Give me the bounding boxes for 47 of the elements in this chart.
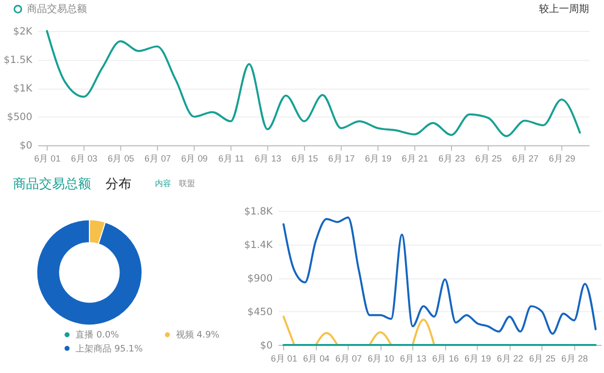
text: 联盟 <box>178 178 195 188</box>
x-tick-label: 6月 19 <box>365 154 392 164</box>
donut-slice <box>36 219 143 326</box>
legend-label: 直播 0.0% <box>76 330 120 341</box>
y-tick-label: $0 <box>260 340 273 352</box>
x-tick-label: 6月 17 <box>328 154 355 164</box>
text: 内容 <box>154 178 171 188</box>
line-series <box>282 216 597 335</box>
y-tick-label: $2K <box>13 26 33 38</box>
legend-label: 商品交易总额 <box>26 3 87 16</box>
x-tick-label: 6月 15 <box>292 154 318 164</box>
x-tick-label: 6月 16 <box>432 353 459 364</box>
x-tick-label: 6月 25 <box>529 353 556 364</box>
x-tick-label: 6月 13 <box>400 353 426 364</box>
line-series <box>46 30 581 138</box>
x-tick-label: 6月 10 <box>368 353 394 364</box>
text: 较上一周期 <box>539 3 590 16</box>
x-tick-label: 6月 09 <box>181 154 208 164</box>
y-tick-label: $0 <box>20 140 32 152</box>
chart-title: 商品交易总额 <box>12 176 91 192</box>
x-tick-label: 6月 19 <box>464 353 491 364</box>
x-tick-label: 6月 13 <box>254 154 282 164</box>
x-tick-label: 6月 21 <box>402 154 428 164</box>
y-tick-label: $900 <box>247 273 273 284</box>
x-tick-label: 6月 11 <box>218 154 244 164</box>
y-tick-label: $450 <box>247 306 273 318</box>
legend-label: 上架商品 95.1% <box>76 343 143 354</box>
y-tick-label: $1.8K <box>244 206 274 218</box>
x-tick-label: 6月 03 <box>70 154 98 164</box>
x-tick-label: 6月 25 <box>475 154 502 164</box>
legend-label: 视频 4.9% <box>176 330 220 341</box>
x-tick-label: 6月 27 <box>512 154 538 164</box>
x-tick-label: 6月 28 <box>561 353 588 364</box>
y-tick-label: $1K <box>13 84 33 95</box>
x-tick-label: 6月 22 <box>496 353 524 364</box>
x-tick-label: 6月 05 <box>108 154 134 164</box>
x-tick-label: 6月 23 <box>438 154 465 164</box>
x-tick-label: 6月 29 <box>548 154 576 164</box>
x-tick-label: 6月 01 <box>34 154 61 164</box>
x-tick-label: 6月 07 <box>144 154 171 164</box>
text: 分布 <box>105 176 132 192</box>
y-tick-label: $500 <box>7 112 32 124</box>
x-tick-label: 6月 01 <box>270 353 298 364</box>
y-tick-label: $1.5K <box>4 55 33 66</box>
y-tick-label: $1.4K <box>244 240 274 251</box>
x-tick-label: 6月 04 <box>303 353 330 364</box>
x-tick-label: 6月 07 <box>335 353 362 364</box>
